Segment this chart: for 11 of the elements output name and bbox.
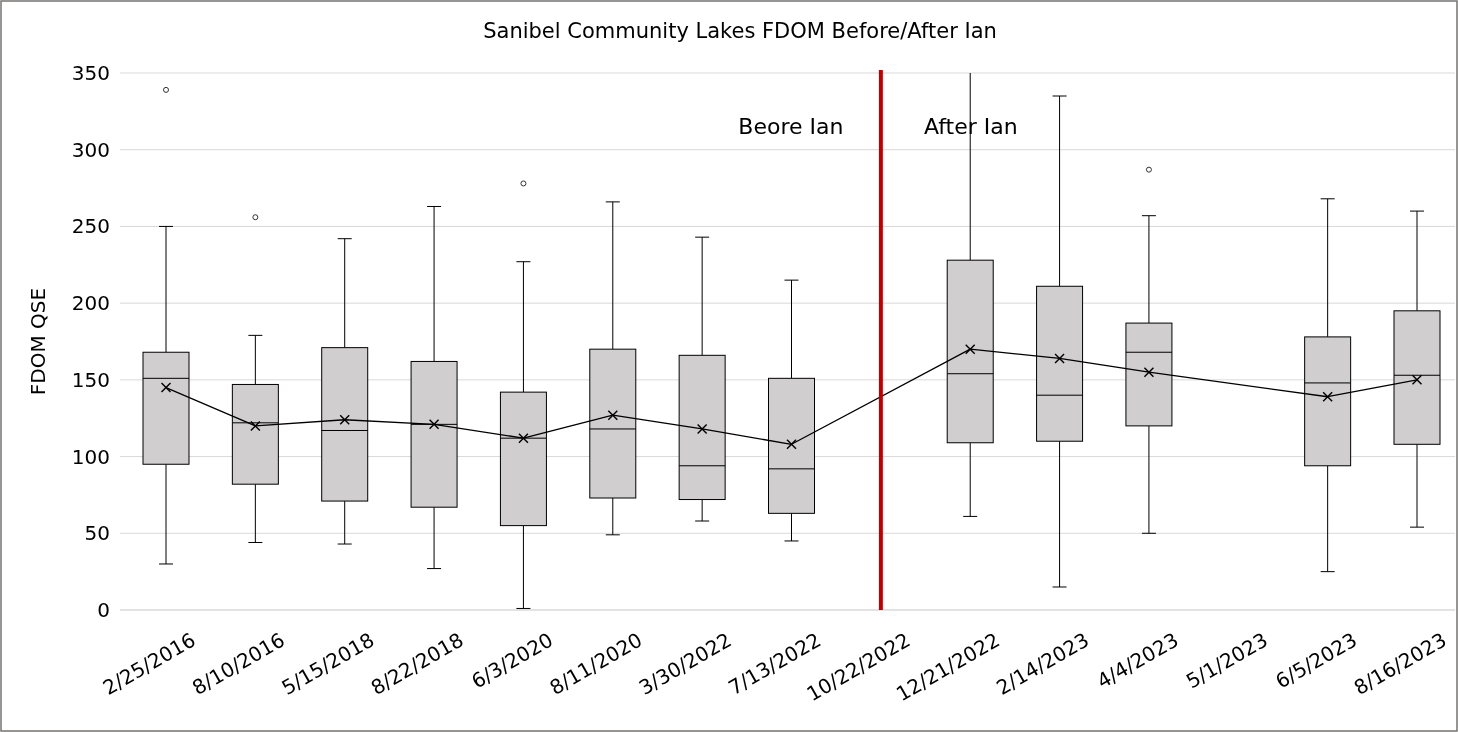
annotation: Beore Ian [738,114,844,139]
y-tick-label: 250 [71,214,110,239]
y-tick-label: 150 [71,367,110,392]
y-tick-label: 50 [84,521,110,546]
y-axis-title: FDOM QSE [26,287,50,396]
y-tick-label: 350 [71,61,110,85]
chart-title: Sanibel Community Lakes FDOM Before/After Ian [483,19,997,43]
y-tick-label: 200 [71,291,110,316]
y-tick-label: 300 [71,137,110,162]
y-tick-label: 100 [71,444,110,469]
y-tick-label: 0 [97,598,110,622]
